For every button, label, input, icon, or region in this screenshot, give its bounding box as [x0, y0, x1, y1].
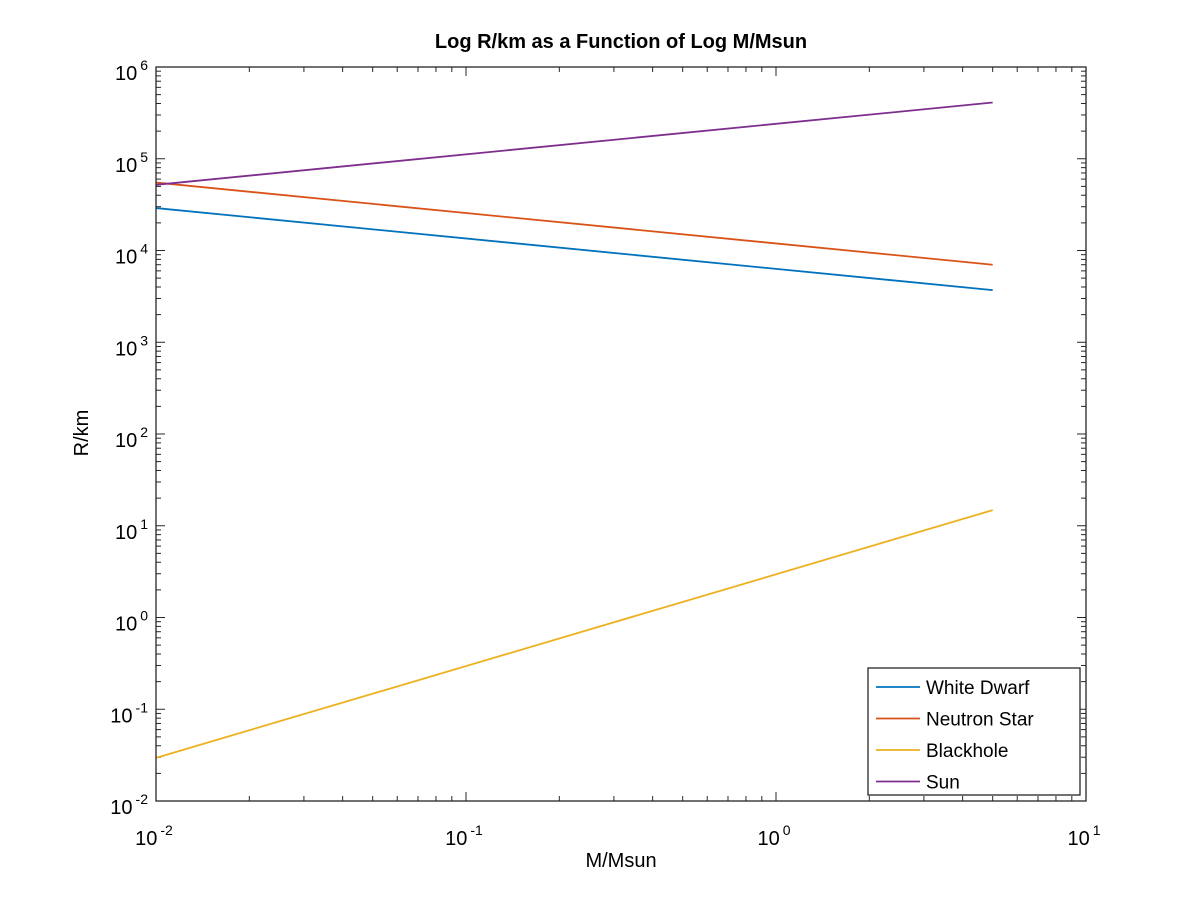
legend-label-sun: Sun: [926, 773, 960, 794]
x-tick-label: 10 -1: [445, 822, 483, 850]
x-tick-label-base: 10: [1067, 828, 1089, 850]
y-tick-label: 10 3: [115, 332, 148, 360]
legend-label-blackhole: Blackhole: [926, 741, 1008, 762]
plot-lines: [155, 101, 993, 759]
y-tick-label-exponent: 6: [140, 57, 148, 73]
legend: White Dwarf Neutron Star Blackhole Sun: [867, 667, 1081, 796]
y-tick-label-base: 10: [110, 705, 132, 727]
chart-title: Log R/km as a Function of Log M/Msun: [435, 31, 807, 53]
x-tick-label-exponent: 1: [1093, 822, 1101, 838]
y-tick-label: 10 1: [115, 516, 148, 544]
y-tick-label-exponent: 5: [140, 149, 148, 165]
y-tick-label: 10 -1: [110, 699, 148, 727]
x-tick-label-base: 10: [135, 828, 157, 850]
y-tick-label-base: 10: [115, 522, 137, 544]
y-tick-label-base: 10: [115, 614, 137, 636]
y-tick-label: 10 6: [115, 57, 148, 85]
legend-label-neutron-star: Neutron Star: [926, 710, 1034, 731]
x-tick-label-exponent: -1: [470, 822, 483, 838]
y-tick-label-base: 10: [115, 430, 137, 452]
x-tick-label-exponent: 0: [783, 822, 791, 838]
y-tick-label: 10 0: [115, 608, 148, 636]
x-tick-label: 10 1: [1067, 822, 1100, 850]
y-tick-label: 10 4: [115, 241, 148, 269]
x-tick-label-exponent: -2: [160, 822, 173, 838]
y-tick-label-exponent: 3: [140, 332, 148, 348]
y-tick-label-base: 10: [115, 338, 137, 360]
x-tick-label: 10 -2: [135, 822, 173, 850]
y-tick-label-base: 10: [115, 63, 137, 85]
y-tick-label-exponent: -1: [136, 699, 149, 715]
x-axis-label: M/Msun: [585, 850, 656, 872]
x-tick-label-base: 10: [445, 828, 467, 850]
y-tick-label: 10 5: [115, 149, 148, 177]
legend-label-white-dwarf: White Dwarf: [926, 678, 1030, 699]
y-tick-label-base: 10: [115, 155, 137, 177]
y-tick-label-exponent: -2: [136, 791, 149, 807]
y-tick-label-exponent: 0: [140, 608, 148, 624]
y-tick-label-exponent: 1: [140, 516, 148, 532]
series-line-sun: [155, 101, 993, 186]
plot-area-frame: [155, 66, 1087, 802]
series-line-white-dwarf: [155, 207, 993, 292]
series-line-blackhole: [155, 509, 993, 759]
legend-box: [867, 667, 1081, 796]
y-tick-label-base: 10: [110, 797, 132, 819]
y-tick-label: 10 -2: [110, 791, 148, 819]
series-line-neutron-star: [155, 181, 993, 266]
y-tick-label-exponent: 4: [140, 241, 148, 257]
axis-ticks: 10 -2 10 -1 10 0 10 110 -210 -110 010 110 210 310 410 5…: [110, 57, 1100, 850]
x-tick-label-base: 10: [757, 828, 779, 850]
y-axis-label: R/km: [71, 410, 93, 457]
y-tick-label-exponent: 2: [140, 424, 148, 440]
y-tick-label-base: 10: [115, 247, 137, 269]
x-tick-label: 10 0: [757, 822, 790, 850]
y-tick-label: 10 2: [115, 424, 148, 452]
